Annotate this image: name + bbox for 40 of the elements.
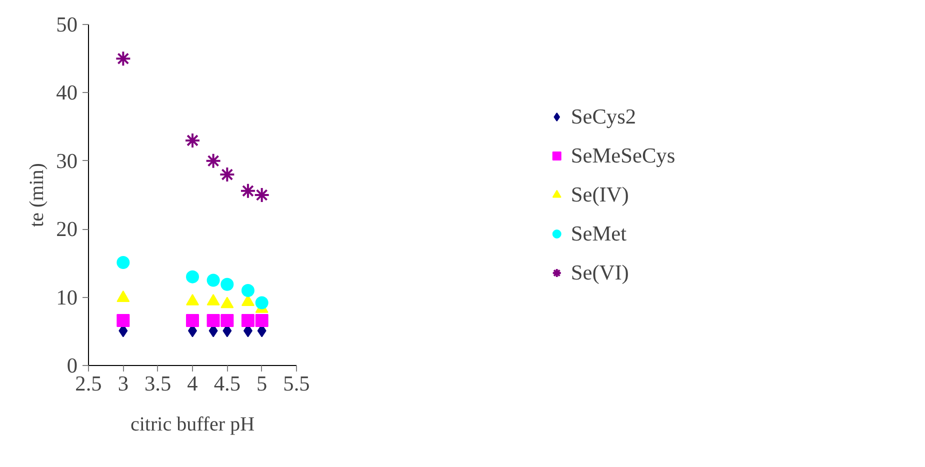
- y-tick-label: 20: [56, 217, 78, 242]
- point: [205, 152, 222, 169]
- point: [241, 294, 254, 306]
- legend-label: SeCys2: [570, 104, 636, 129]
- point: [220, 296, 234, 308]
- x-axis-title: citric buffer pH: [130, 414, 255, 436]
- y-tick-label: 10: [56, 285, 78, 310]
- legend-label: Se(IV): [570, 182, 629, 207]
- y-tick-label: 0: [66, 354, 78, 378]
- x-tick-label: 4: [187, 372, 198, 396]
- y-tick-label: 50: [56, 12, 78, 36]
- point: [255, 296, 268, 310]
- point: [240, 182, 256, 199]
- point: [254, 187, 270, 203]
- legend-label: SeMeSeCys: [570, 143, 676, 168]
- point: [241, 314, 254, 327]
- point: [206, 314, 220, 327]
- point: [255, 314, 268, 327]
- point: [115, 50, 132, 67]
- point: [116, 256, 130, 270]
- x-tick-label: 5.5: [283, 372, 310, 396]
- point: [206, 274, 220, 287]
- x-tick-label: 5: [256, 372, 268, 396]
- point: [184, 132, 200, 148]
- y-tick-label: 30: [56, 148, 78, 173]
- point: [220, 314, 234, 327]
- legend-label: SeMet: [570, 221, 627, 246]
- x-tick-label: 4.5: [214, 372, 241, 396]
- point: [241, 284, 254, 297]
- point: [219, 166, 236, 183]
- y-tick-label: 40: [56, 80, 78, 105]
- x-tick-label: 2.5: [75, 372, 102, 396]
- y-axis-title: te (min): [26, 163, 48, 227]
- point: [186, 314, 199, 327]
- x-tick-label: 3: [118, 372, 129, 396]
- x-tick-label: 3.5: [144, 372, 172, 396]
- point: [186, 270, 199, 284]
- point: [116, 314, 130, 327]
- legend-label: Se(VI): [570, 260, 629, 285]
- point: [220, 278, 234, 291]
